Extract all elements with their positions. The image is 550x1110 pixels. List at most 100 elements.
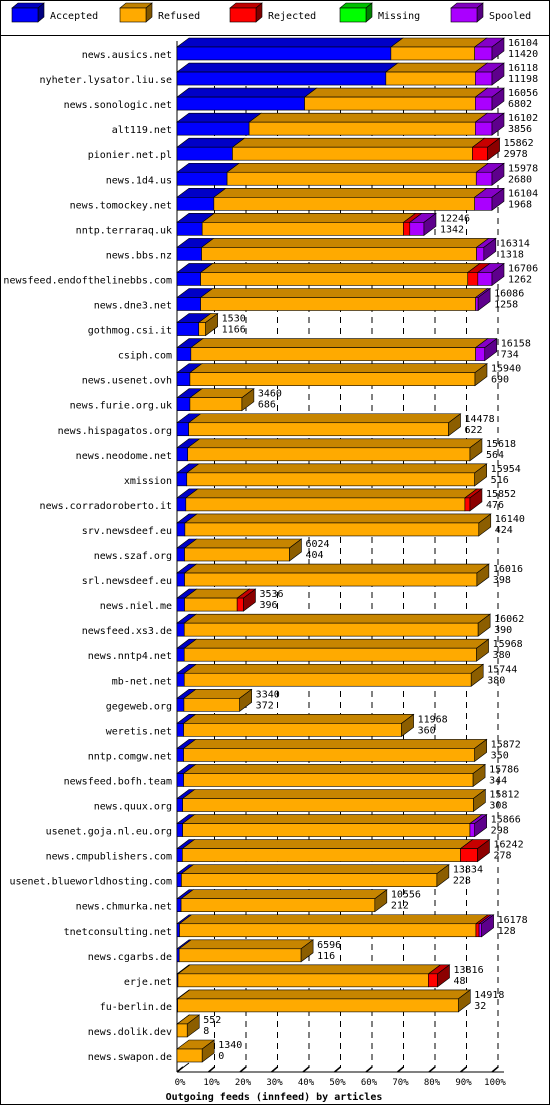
bar-segment-refused — [185, 523, 479, 536]
bar-segment-refused — [185, 598, 238, 611]
bar-segment-accepted — [177, 47, 391, 60]
bar-segment-top-refused — [181, 890, 387, 899]
accepted-value-label: 1166 — [222, 325, 246, 336]
row-label: xmission — [124, 476, 172, 487]
row-label: news.tomockey.net — [70, 200, 172, 211]
bar-segment-accepted — [177, 598, 185, 611]
bar-segment-refused — [191, 348, 476, 361]
offered-value-label: 12246 — [440, 213, 470, 224]
legend-swatch — [451, 8, 477, 22]
accepted-value-label: 228 — [453, 876, 471, 887]
bar-segment-top-refused — [183, 790, 486, 799]
bar-segment-refused — [184, 623, 478, 636]
offered-value-label: 16062 — [494, 614, 524, 625]
row-label: news.1d4.us — [106, 175, 172, 186]
row-label: news.quux.org — [94, 802, 172, 813]
bar-segment-refused — [183, 799, 474, 812]
bar-segment-refused — [183, 824, 470, 837]
bar-segment-accepted — [177, 949, 179, 962]
bar-segment-spooled — [475, 122, 492, 135]
accepted-value-label: 32 — [474, 1001, 486, 1012]
row-label: news.bbs.nz — [106, 250, 172, 261]
bar-segment-refused — [184, 723, 402, 736]
bar-segment-refused — [182, 849, 460, 862]
bar-segment-top-refused — [249, 113, 487, 122]
bar-segment-top-refused — [232, 138, 484, 147]
accepted-value-label: 128 — [498, 926, 516, 937]
row-label: news.furie.org.uk — [70, 401, 172, 412]
x-tick-label: 20% — [235, 1078, 252, 1088]
bar-segment-refused — [202, 247, 477, 260]
bar-segment-refused — [188, 448, 470, 461]
bar-segment-rejected — [465, 498, 470, 511]
x-tick-label: 10% — [203, 1078, 220, 1088]
bar-segment-top-refused — [202, 213, 415, 222]
offered-value-label: 15866 — [491, 815, 521, 826]
bar-segment-rejected — [428, 974, 437, 987]
bar-segment-rejected — [476, 924, 479, 937]
offered-value-label: 6596 — [317, 940, 341, 951]
bar-segment-refused — [187, 473, 475, 486]
bar-segment-spooled — [478, 272, 492, 285]
x-tick-label: 60% — [361, 1078, 378, 1088]
x-axis-label: Outgoing feeds (innfeed) by articles — [166, 1091, 383, 1103]
bar-segment-accepted — [177, 147, 232, 160]
offered-value-label: 3340 — [256, 689, 280, 700]
bar-segment-top-refused — [184, 614, 490, 623]
bar-segment-refused — [190, 373, 475, 386]
offered-value-label: 14918 — [474, 990, 504, 1001]
bar-segment-accepted — [177, 498, 186, 511]
bar-segment-rejected — [403, 222, 409, 235]
bar-segment-accepted — [177, 924, 180, 937]
offered-value-label: 15862 — [504, 138, 534, 149]
legend-label: Spooled — [489, 11, 531, 22]
row-label: erje.net — [124, 977, 172, 988]
offered-value-label: 16104 — [508, 188, 538, 199]
bar-segment-top-accepted — [177, 63, 398, 72]
x-tick-label: 50% — [329, 1078, 346, 1088]
bar-segment-spooled — [475, 72, 492, 85]
row-label: newsfeed.bofh.team — [64, 776, 172, 787]
row-label: gegeweb.org — [106, 701, 172, 712]
bar-segment-accepted — [177, 899, 181, 912]
bar-segment-refused — [181, 899, 375, 912]
offered-value-label: 16102 — [508, 113, 538, 124]
bar-segment-top-accepted — [177, 113, 261, 122]
bar-segment-accepted — [177, 548, 185, 561]
bar-segment-accepted — [177, 799, 183, 812]
row-label: srl.newsdeef.eu — [82, 576, 172, 587]
bar-segment-spooled — [476, 172, 492, 185]
row-label: news.sonologic.net — [64, 100, 172, 111]
bar-segment-refused — [199, 323, 206, 336]
accepted-value-label: 2680 — [508, 174, 532, 185]
bar-segment-accepted — [177, 197, 214, 210]
bar-segment-spooled — [475, 197, 492, 210]
bar-segment-top-refused — [181, 865, 448, 874]
bar-segment-rejected — [468, 272, 478, 285]
bar-segment-top-refused — [178, 965, 440, 974]
accepted-value-label: 6802 — [508, 99, 532, 110]
row-label: usenet.blueworldhosting.com — [9, 877, 172, 888]
bar-segment-refused — [184, 773, 473, 786]
bar-segment-accepted — [177, 748, 184, 761]
bar-segment-top-refused — [201, 263, 480, 272]
accepted-value-label: 11420 — [508, 49, 538, 60]
legend-swatch — [120, 8, 146, 22]
row-label: news.niel.me — [100, 601, 172, 612]
accepted-value-label: 8 — [203, 1026, 209, 1037]
offered-value-label: 16706 — [508, 263, 538, 274]
offered-value-label: 15812 — [489, 790, 519, 801]
row-label: news.swapon.de — [88, 1052, 172, 1063]
bar-segment-top-refused — [184, 639, 488, 648]
bar-segment-refused — [386, 72, 475, 85]
x-tick-label: 90% — [455, 1078, 472, 1088]
accepted-value-label: 1258 — [494, 300, 518, 311]
bar-segment-accepted — [177, 222, 202, 235]
bar-segment-top-refused — [187, 464, 487, 473]
bar-segment-refused — [305, 97, 476, 110]
row-label: newsfeed.endofthelinebbs.com — [3, 275, 172, 286]
bar-segment-top-refused — [189, 414, 461, 423]
x-tick-label: 40% — [298, 1078, 315, 1088]
bar-segment-spooled — [470, 824, 475, 837]
